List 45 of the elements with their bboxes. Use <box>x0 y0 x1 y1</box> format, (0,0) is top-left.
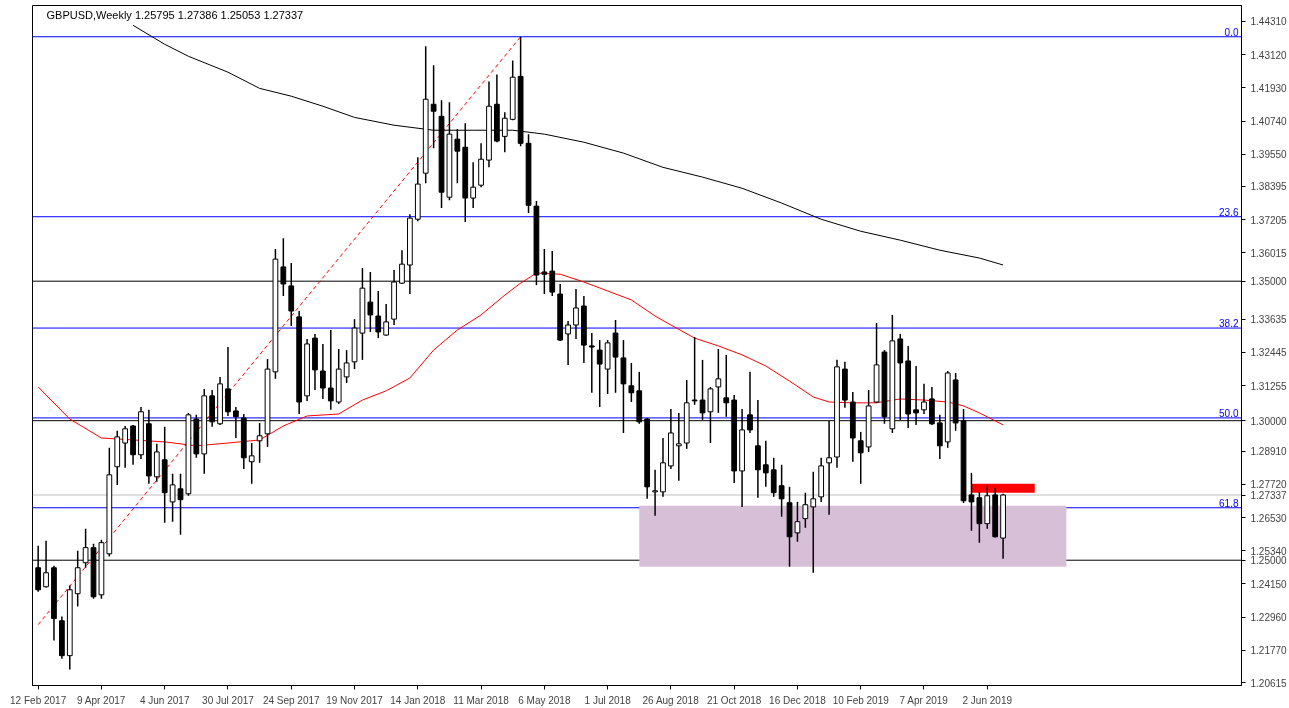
y-tick-label: 1.36015 <box>1250 247 1288 259</box>
y-tick-label: 1.22960 <box>1250 612 1288 624</box>
y-tick-label: 1.24150 <box>1250 578 1288 590</box>
annotation: 61.8 <box>1219 497 1239 509</box>
chart-title: GBPUSD,Weekly 1.25795 1.27386 1.25053 1.27337 <box>46 8 304 21</box>
annotation: 0.0 <box>1224 26 1239 38</box>
x-tick-label: 7 Apr 2019 <box>899 694 949 706</box>
y-tick-label: 1.33635 <box>1250 314 1288 326</box>
x-tick-label: 6 May 2018 <box>518 694 571 706</box>
x-tick-label: 16 Dec 2018 <box>769 694 827 706</box>
ref-line-label: 1.30000 <box>1250 415 1288 427</box>
x-tick-label: 14 Jan 2018 <box>390 694 446 706</box>
y-tick-label: 1.40740 <box>1250 116 1288 128</box>
annotation: 50.0 <box>1219 407 1239 419</box>
y-tick-label: 1.43120 <box>1250 49 1288 61</box>
ref-line-label: 1.25000 <box>1250 555 1288 567</box>
x-tick-label: 4 Jun 2017 <box>139 694 190 706</box>
x-tick-label: 24 Sep 2017 <box>262 694 321 706</box>
y-tick-label: 1.32445 <box>1250 347 1288 359</box>
x-tick-label: 1 Jul 2018 <box>584 694 632 706</box>
y-tick-label: 1.28910 <box>1250 446 1288 458</box>
y-tick-label: 1.31255 <box>1250 380 1288 392</box>
y-tick-label: 1.21770 <box>1250 645 1288 657</box>
y-tick-label: 1.37205 <box>1250 214 1288 226</box>
x-tick-label: 21 Oct 2018 <box>706 694 762 706</box>
y-tick-label: 1.39550 <box>1250 149 1288 161</box>
annotation: 23.6 <box>1219 206 1239 218</box>
y-tick-label: 1.20615 <box>1250 677 1288 689</box>
x-tick-label: 9 Apr 2017 <box>76 694 126 706</box>
y-tick-label: 1.26530 <box>1250 512 1288 524</box>
x-tick-label: 12 Feb 2017 <box>10 694 67 706</box>
x-tick-label: 10 Feb 2019 <box>832 694 890 706</box>
x-tick-label: 30 Jul 2017 <box>202 694 255 706</box>
x-tick-label: 19 Nov 2017 <box>326 694 384 706</box>
y-tick-label: 1.25340 <box>1250 545 1288 557</box>
x-tick-label: 26 Aug 2018 <box>642 694 700 706</box>
y-tick-label: 1.41930 <box>1250 82 1288 94</box>
annotation: 38.2 <box>1219 318 1239 330</box>
ref-line-label: 1.35000 <box>1250 276 1288 288</box>
y-tick-label: 1.44310 <box>1250 16 1288 28</box>
x-tick-label: 11 Mar 2018 <box>453 694 510 706</box>
x-tick-label: 2 Jun 2019 <box>962 694 1013 706</box>
ref-line-label: 1.27337 <box>1250 490 1288 502</box>
y-tick-label: 1.38395 <box>1250 181 1288 193</box>
y-tick-label: 1.27720 <box>1250 479 1288 491</box>
